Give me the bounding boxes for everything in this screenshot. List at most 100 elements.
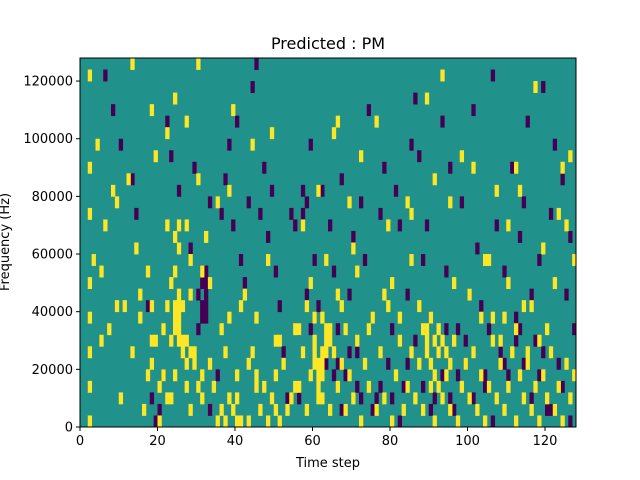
y-tick-label: 0 [65, 421, 73, 436]
heatmap-cell-low [238, 254, 244, 266]
heatmap-cell-low [556, 357, 561, 370]
heatmap-cell-high [537, 415, 542, 428]
heatmap-cell-high [273, 369, 279, 382]
plot-frame [79, 57, 577, 428]
heatmap-cell-low [405, 357, 410, 370]
heatmap-cell-high [335, 380, 341, 393]
heatmap-cell-low [359, 196, 364, 209]
heatmap-cell-low [413, 334, 418, 347]
heatmap-cell-low [231, 219, 236, 232]
heatmap-cell-low [130, 173, 135, 186]
heatmap-cell-low [246, 196, 251, 209]
heatmap-cell-high [273, 334, 279, 347]
heatmap-cell-high [572, 369, 577, 382]
heatmap-cell-high [200, 265, 205, 278]
heatmap-cell-low [378, 380, 383, 393]
heatmap-cell-high [87, 311, 93, 324]
heatmap-cell-high [320, 311, 325, 324]
heatmap-cell-high [165, 219, 170, 232]
heatmap-cell-high [122, 300, 127, 313]
y-axis: 0 20000 40000 60000 80000 100000 120000 [23, 75, 80, 436]
heatmap-cell-low [300, 184, 306, 197]
heatmap-cell-low [204, 300, 209, 313]
heatmap-cell-low [366, 104, 372, 117]
heatmap-cell-low [242, 277, 248, 290]
heatmap-cell-high [382, 392, 387, 405]
heatmap-cell-low [517, 230, 523, 243]
heatmap-cell-high [149, 104, 155, 117]
heatmap-cell-high [184, 380, 189, 393]
heatmap-cell-high [552, 277, 558, 290]
heatmap-cell-high [138, 311, 143, 324]
x-tick-label: 20 [149, 434, 166, 449]
heatmap-cell-low [157, 403, 162, 416]
heatmap-cell-high [514, 161, 519, 174]
heatmap-cell-low [134, 207, 139, 220]
heatmap-cell-low [277, 300, 282, 313]
heatmap-cell-low [254, 58, 259, 70]
heatmap-cell-high [359, 415, 364, 428]
heatmap-cell-high [165, 300, 170, 313]
heatmap-cell-high [362, 357, 368, 370]
heatmap-cell-high [343, 403, 348, 416]
heatmap-cell-high [219, 323, 224, 336]
heatmap-cell-high [545, 323, 550, 336]
heatmap-cell-low [479, 300, 484, 313]
heatmap-cell-high [320, 357, 325, 370]
heatmap-cell-high [366, 323, 372, 336]
y-tick-label: 60000 [32, 248, 73, 263]
heatmap-cell-low [204, 277, 209, 290]
heatmap-cell-high [293, 380, 298, 393]
heatmap-cell-high [254, 380, 259, 393]
heatmap-cell-low [568, 230, 573, 243]
heatmap-cell-low [421, 380, 426, 393]
heatmap-cell-low [525, 115, 530, 128]
heatmap-cell-high [114, 300, 120, 313]
heatmap-cell-high [173, 323, 178, 336]
heatmap-cell-high [130, 58, 135, 70]
heatmap-cell-high [173, 369, 178, 382]
heatmap-cell-low [413, 92, 418, 105]
heatmap-cell-high [455, 415, 461, 428]
heatmap-cell-low [227, 138, 232, 151]
heatmap-cell-high [173, 300, 178, 313]
heatmap-cell-low [545, 403, 550, 416]
heatmap-cell-low [514, 334, 519, 347]
heatmap-cell-low [529, 392, 534, 405]
heatmap-cell-high [424, 92, 430, 105]
heatmap-cell-high [386, 300, 391, 313]
heatmap-cell-high [517, 369, 523, 382]
heatmap-cell-high [428, 380, 434, 393]
heatmap-cell-high [525, 357, 530, 370]
heatmap-cell-low [103, 69, 108, 82]
heatmap-cell-high [517, 184, 523, 197]
heatmap-cell-high [207, 277, 213, 290]
heatmap-cell-high [467, 392, 472, 405]
heatmap-cell-high [374, 115, 379, 128]
heatmap-cell-low [339, 403, 344, 416]
heatmap-cell-high [184, 334, 189, 347]
heatmap-cell-low [417, 150, 422, 163]
heatmap-cell-low [335, 323, 341, 336]
heatmap-cell-high [145, 265, 151, 278]
heatmap-cell-low [250, 81, 255, 93]
heatmap-cell-high [219, 403, 224, 416]
heatmap-cell-low [207, 403, 213, 416]
heatmap-cell-high [548, 346, 554, 359]
heatmap-cell-high [436, 346, 441, 359]
heatmap-cell-high [149, 334, 155, 347]
heatmap-cell-low [196, 323, 201, 336]
heatmap-cell-high [359, 150, 364, 163]
heatmap-cell-high [196, 58, 201, 70]
heatmap-cell-high [560, 161, 565, 174]
heatmap-cell-high [409, 346, 414, 359]
heatmap-cell-high [87, 161, 93, 174]
heatmap-cell-high [471, 346, 476, 359]
heatmap-cell-high [161, 323, 166, 336]
heatmap-cell-high [227, 184, 232, 197]
heatmap-cell-high [432, 334, 437, 347]
heatmap-cell-high [316, 392, 321, 405]
heatmap-cell-high [300, 219, 306, 232]
heatmap-cell-high [114, 196, 120, 209]
